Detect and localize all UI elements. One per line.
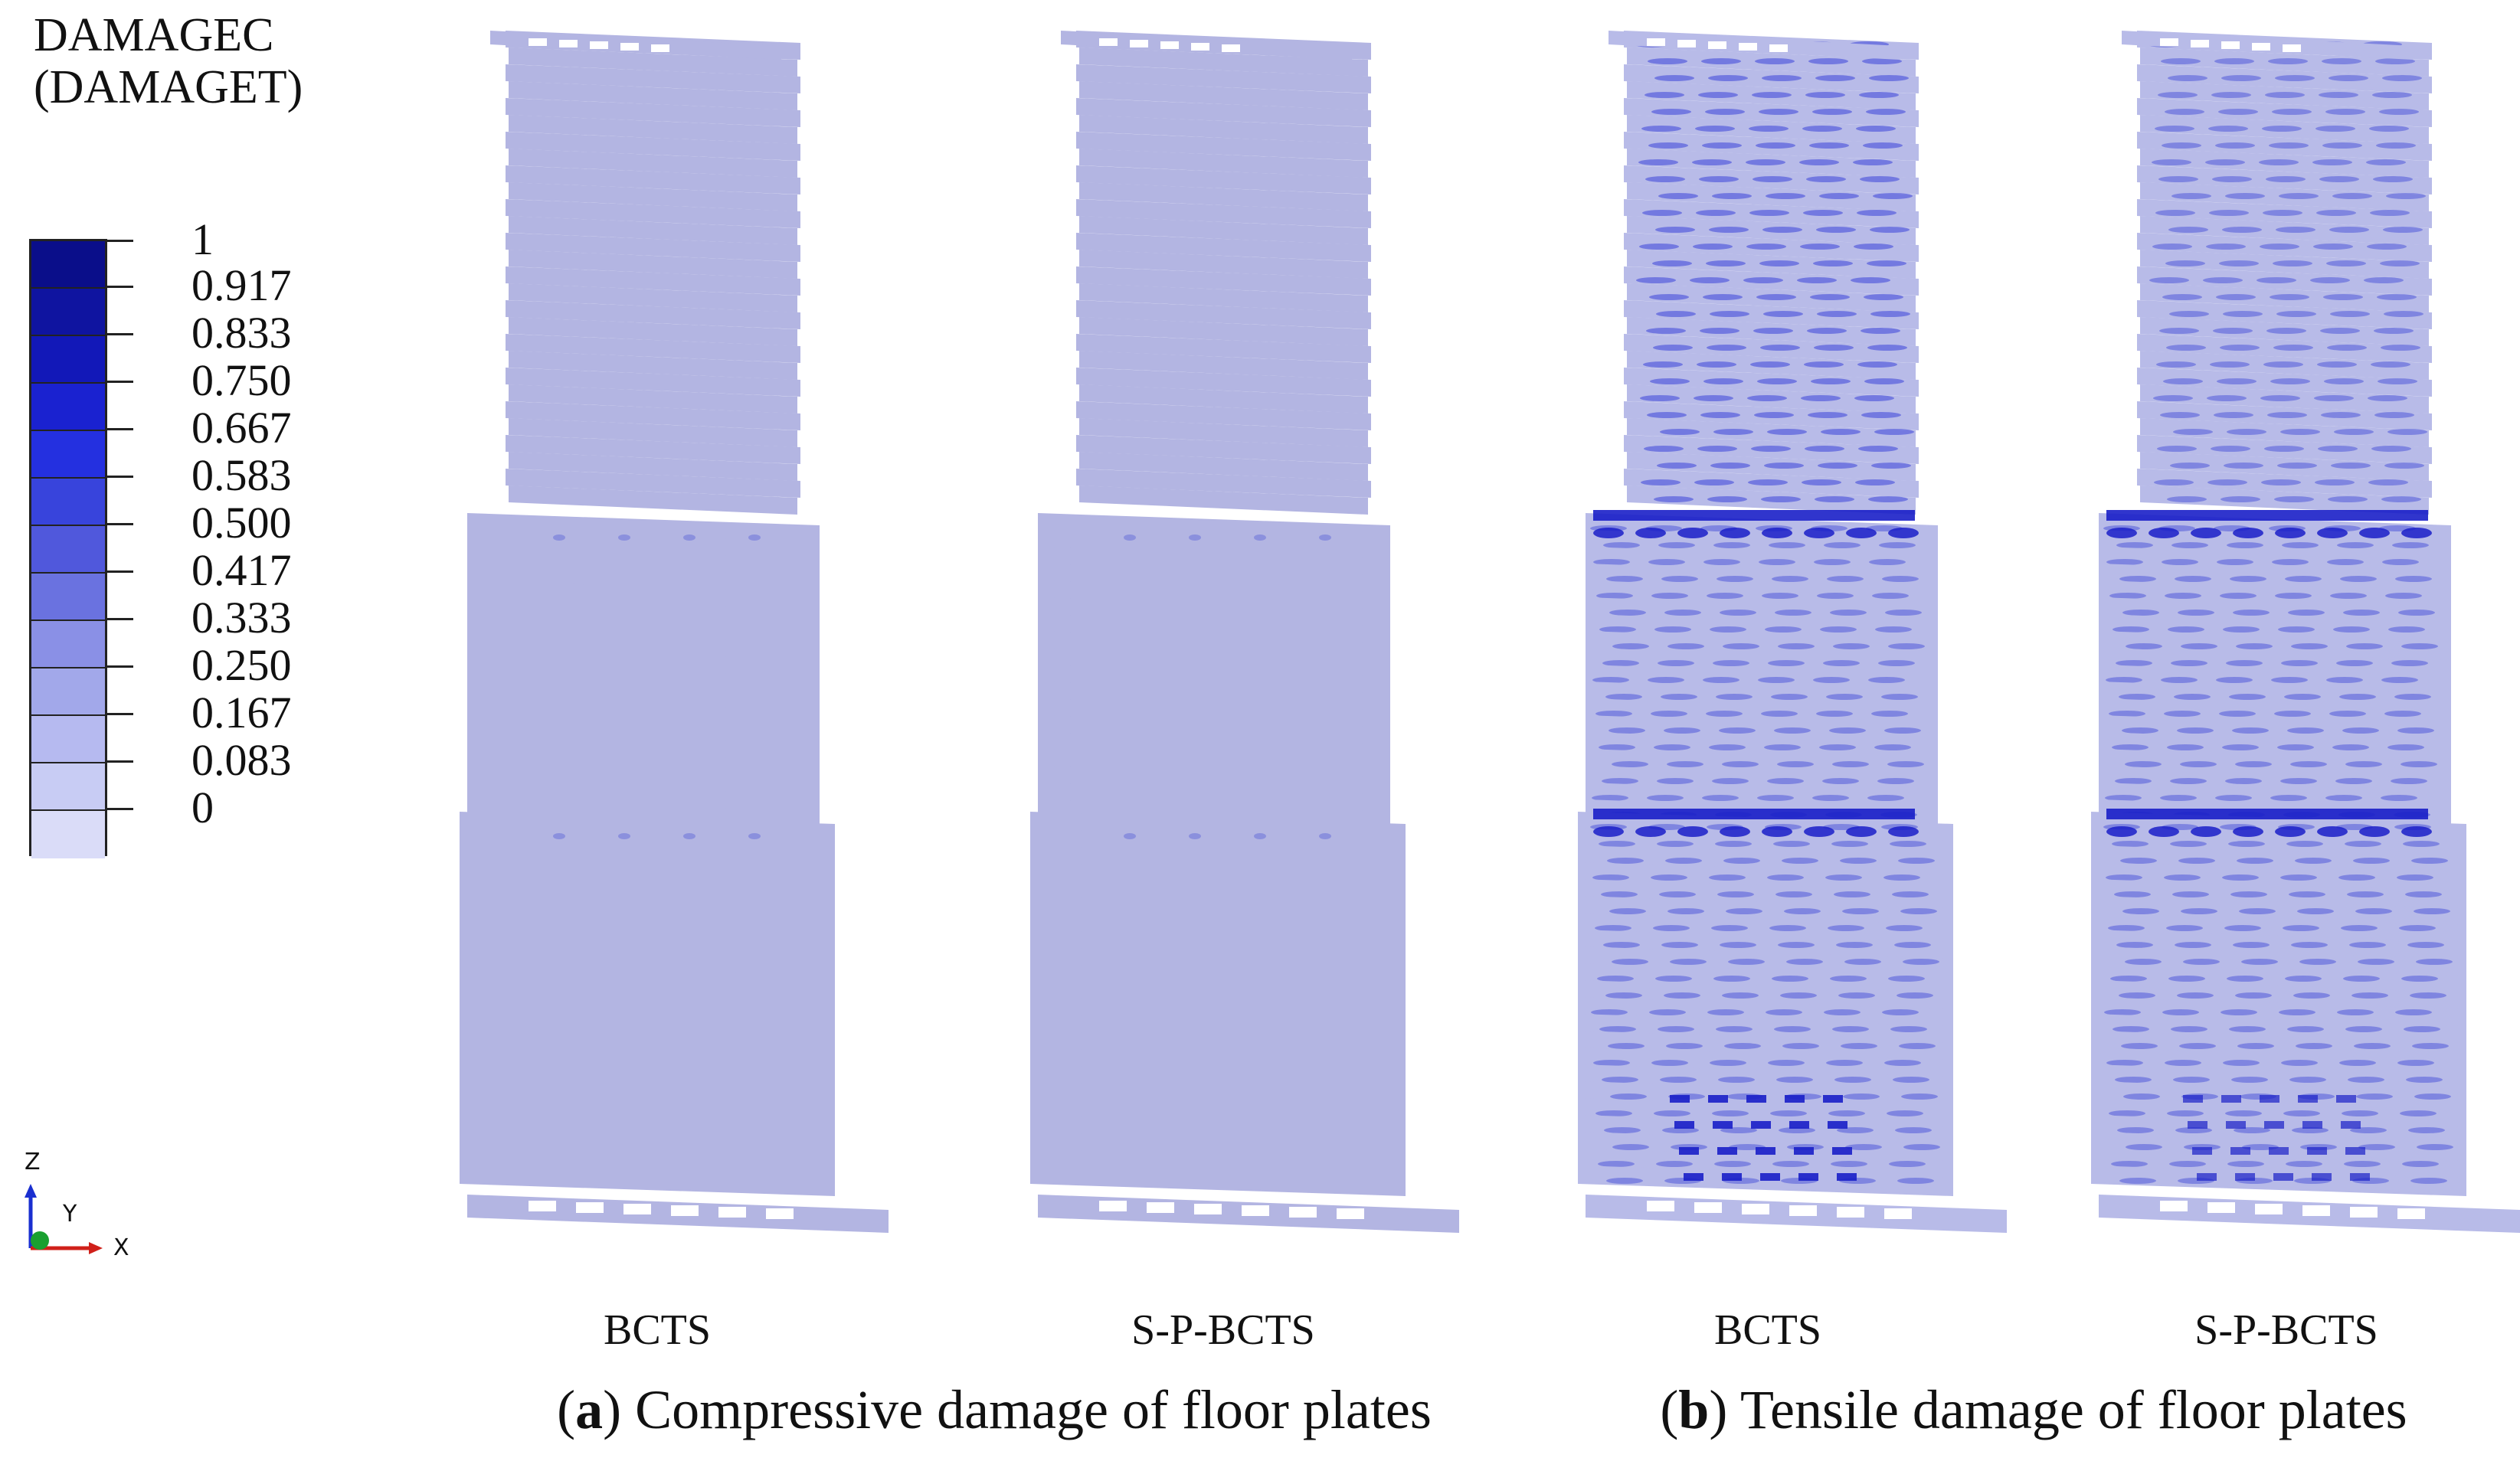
legend-label: 0.583 — [191, 450, 292, 500]
legend-label: 0.500 — [191, 498, 292, 548]
caption-a-letter: a — [575, 1379, 604, 1440]
legend-label: 0.167 — [191, 688, 292, 737]
legend-swatch — [31, 289, 105, 336]
legend-tick — [107, 333, 133, 335]
legend-label: 0 — [191, 783, 214, 832]
legend-label: 0.083 — [191, 735, 292, 785]
legend-swatch — [31, 526, 105, 574]
legend-tick — [107, 713, 133, 715]
legend-swatch — [31, 763, 105, 811]
legend-label: 0.333 — [191, 593, 292, 642]
axes-triad: Z Y X — [15, 1133, 153, 1271]
legend-swatch — [31, 574, 105, 621]
legend-label: 0.750 — [191, 355, 292, 405]
tower-a-sp-bcts — [1030, 15, 1459, 1279]
model-label-a-sp-bcts: S-P-BCTS — [1131, 1306, 1315, 1354]
legend-tick — [107, 523, 133, 525]
tower-a-bcts — [460, 15, 889, 1279]
legend-label: 0.417 — [191, 545, 292, 595]
tower-b-bcts — [1578, 15, 2007, 1279]
legend-tick — [107, 476, 133, 478]
legend-tick — [107, 286, 133, 288]
legend-swatch — [31, 336, 105, 384]
caption-b: (b) Tensile damage of floor plates — [1660, 1379, 2407, 1440]
legend-color-bar — [29, 239, 107, 858]
tower-drawing — [460, 31, 889, 1233]
legend-tick — [107, 665, 133, 668]
model-label-b-sp-bcts: S-P-BCTS — [2194, 1306, 2378, 1354]
axis-x-label: X — [113, 1234, 129, 1261]
legend-label: 0.250 — [191, 640, 292, 690]
legend-tick — [107, 570, 133, 573]
legend-title-line1: DAMAGEC — [34, 9, 274, 61]
legend-swatch — [31, 241, 105, 289]
legend-label: 0.667 — [191, 403, 292, 453]
legend-tick — [107, 428, 133, 430]
tower-drawing — [2091, 31, 2520, 1233]
tower-drawing — [1578, 31, 2007, 1233]
legend-swatch — [31, 431, 105, 479]
caption-a: (a) Compressive damage of floor plates — [557, 1379, 1432, 1440]
legend-title: DAMAGEC (DAMAGET) — [34, 9, 303, 113]
legend-label: 0.833 — [191, 308, 292, 358]
caption-b-text: Tensile damage of floor plates — [1740, 1379, 2407, 1440]
caption-b-letter: b — [1678, 1379, 1710, 1440]
legend-swatch — [31, 621, 105, 668]
legend-label: 0.917 — [191, 260, 292, 310]
tower-drawing — [1030, 31, 1459, 1233]
legend-swatch — [31, 668, 105, 716]
tower-b-sp-bcts — [2091, 15, 2520, 1279]
legend-tick — [107, 808, 133, 810]
legend-label: 1 — [191, 214, 214, 264]
legend-swatch — [31, 479, 105, 526]
legend-title-line2: (DAMAGET) — [34, 61, 303, 113]
axes-triad-icon — [25, 1184, 103, 1254]
legend-swatch — [31, 716, 105, 763]
legend-tick — [107, 240, 133, 242]
axis-z-label: Z — [25, 1149, 41, 1175]
legend-swatch — [31, 384, 105, 431]
model-label-b-bcts: BCTS — [1713, 1306, 1822, 1354]
legend-tick — [107, 760, 133, 763]
legend-tick — [107, 618, 133, 620]
axis-y-label: Y — [63, 1201, 77, 1227]
legend-tick — [107, 381, 133, 383]
model-label-a-bcts: BCTS — [603, 1306, 712, 1354]
legend-swatch — [31, 811, 105, 858]
caption-a-text: Compressive damage of floor plates — [635, 1379, 1432, 1440]
